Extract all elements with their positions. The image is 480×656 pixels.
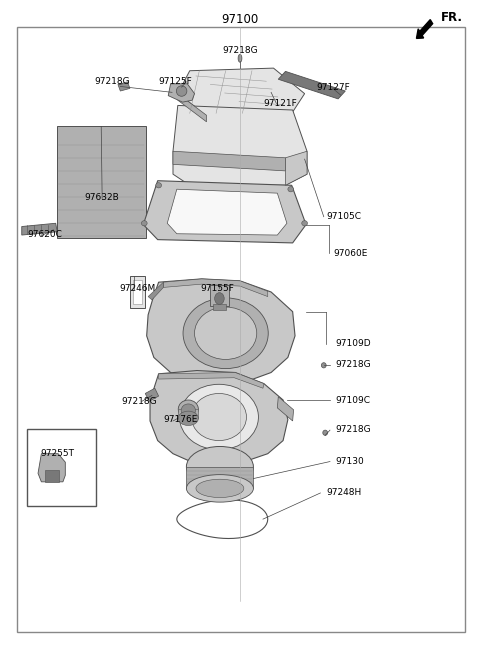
- Bar: [130, 276, 145, 308]
- Polygon shape: [148, 282, 163, 300]
- Polygon shape: [173, 106, 307, 185]
- Text: 97109C: 97109C: [336, 396, 371, 405]
- Polygon shape: [186, 467, 253, 488]
- Bar: [133, 279, 143, 304]
- Text: 97060E: 97060E: [333, 249, 368, 258]
- Bar: [57, 127, 146, 237]
- Text: 97105C: 97105C: [326, 213, 361, 221]
- Bar: [210, 285, 228, 306]
- Text: 97176E: 97176E: [163, 415, 198, 424]
- Bar: [27, 429, 96, 506]
- Polygon shape: [144, 180, 306, 243]
- Polygon shape: [145, 388, 158, 401]
- Polygon shape: [38, 454, 65, 482]
- Text: FR.: FR.: [441, 10, 463, 24]
- Text: 97121F: 97121F: [263, 99, 297, 108]
- Text: 97632B: 97632B: [84, 193, 119, 201]
- Ellipse shape: [302, 220, 308, 226]
- Ellipse shape: [238, 54, 242, 62]
- Polygon shape: [178, 68, 305, 115]
- Polygon shape: [167, 189, 287, 235]
- Polygon shape: [177, 500, 268, 539]
- Polygon shape: [178, 409, 198, 419]
- Ellipse shape: [196, 480, 244, 497]
- Polygon shape: [22, 223, 57, 235]
- Bar: [45, 470, 59, 482]
- Text: 97255T: 97255T: [40, 449, 74, 458]
- Ellipse shape: [186, 447, 253, 487]
- Polygon shape: [277, 397, 294, 421]
- Text: 97246M: 97246M: [120, 283, 156, 293]
- Bar: [213, 304, 226, 310]
- Text: 97218G: 97218G: [336, 425, 372, 434]
- Ellipse shape: [192, 394, 246, 441]
- Ellipse shape: [183, 298, 268, 369]
- Ellipse shape: [186, 475, 253, 502]
- Text: 97218G: 97218G: [336, 360, 372, 369]
- Ellipse shape: [176, 86, 187, 96]
- Ellipse shape: [180, 384, 258, 450]
- Ellipse shape: [178, 400, 198, 419]
- Polygon shape: [278, 72, 345, 99]
- Polygon shape: [150, 371, 288, 464]
- Text: 97248H: 97248H: [326, 489, 361, 497]
- Ellipse shape: [322, 363, 326, 368]
- Polygon shape: [163, 279, 268, 297]
- Text: 97218G: 97218G: [94, 77, 130, 87]
- Ellipse shape: [178, 411, 198, 426]
- Text: 97130: 97130: [336, 457, 364, 466]
- Text: 97100: 97100: [221, 12, 259, 26]
- Text: 97155F: 97155F: [201, 283, 235, 293]
- Ellipse shape: [181, 404, 195, 417]
- Ellipse shape: [215, 293, 224, 304]
- Text: 97109D: 97109D: [336, 339, 372, 348]
- Text: 97620C: 97620C: [27, 230, 62, 239]
- Polygon shape: [173, 152, 286, 171]
- FancyArrow shape: [417, 20, 432, 39]
- Polygon shape: [118, 82, 130, 91]
- Ellipse shape: [142, 220, 147, 226]
- Polygon shape: [178, 94, 206, 122]
- Text: 97127F: 97127F: [317, 83, 350, 92]
- Text: 97218G: 97218G: [121, 397, 157, 406]
- Ellipse shape: [156, 182, 161, 188]
- Text: 97218G: 97218G: [222, 46, 258, 55]
- Polygon shape: [147, 279, 295, 384]
- Polygon shape: [286, 152, 307, 185]
- Polygon shape: [158, 373, 264, 388]
- Polygon shape: [168, 84, 194, 102]
- Ellipse shape: [194, 307, 257, 359]
- Ellipse shape: [288, 186, 294, 192]
- Ellipse shape: [323, 430, 327, 436]
- Text: 97125F: 97125F: [158, 77, 192, 87]
